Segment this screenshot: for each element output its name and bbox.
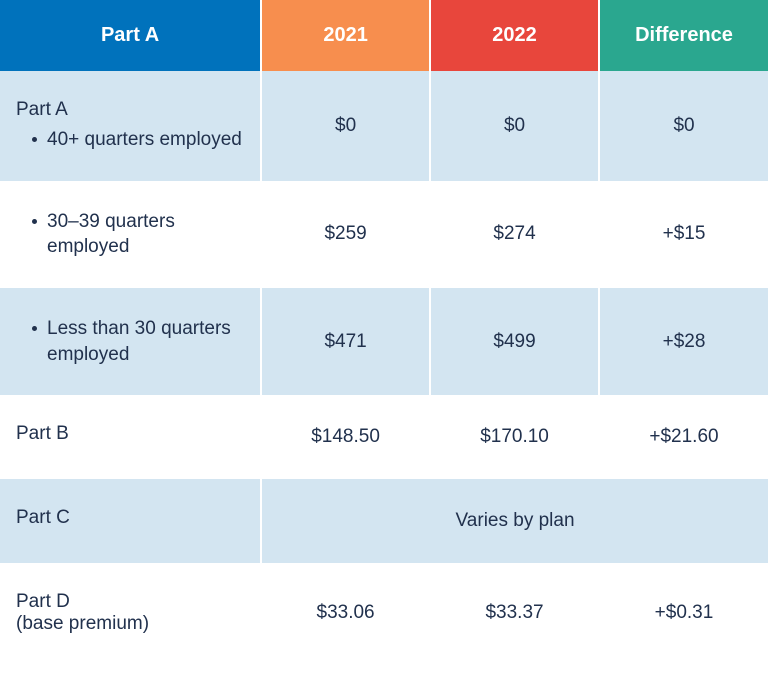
row-label-heading: Part B bbox=[16, 423, 250, 445]
cell-diff: +$15 bbox=[599, 181, 768, 288]
header-diff: Difference bbox=[599, 0, 768, 71]
row-label: Part C bbox=[0, 479, 261, 563]
table-row: Part D (base premium) $33.06 $33.37 +$0.… bbox=[0, 563, 768, 663]
cell-2022: $274 bbox=[430, 181, 599, 288]
header-part-a: Part A bbox=[0, 0, 261, 71]
row-label: Part B bbox=[0, 395, 261, 479]
pricing-comparison-table: Part A 2021 2022 Difference Part A 40+ q… bbox=[0, 0, 768, 663]
table-row: 30–39 quarters employed $259 $274 +$15 bbox=[0, 181, 768, 288]
cell-diff: +$21.60 bbox=[599, 395, 768, 479]
bullet-icon bbox=[32, 326, 37, 331]
header-2021: 2021 bbox=[261, 0, 430, 71]
cell-diff: +$28 bbox=[599, 288, 768, 395]
cell-2021: $0 bbox=[261, 71, 430, 181]
cell-2022: $499 bbox=[430, 288, 599, 395]
table-row: Part C Varies by plan bbox=[0, 479, 768, 563]
cell-2021: $33.06 bbox=[261, 563, 430, 663]
header-2022: 2022 bbox=[430, 0, 599, 71]
row-label-bullet: Less than 30 quarters employed bbox=[16, 316, 250, 367]
row-label-bullet-text: 40+ quarters employed bbox=[47, 127, 242, 153]
cell-2021: $471 bbox=[261, 288, 430, 395]
row-label-heading: Part C bbox=[16, 507, 250, 529]
cell-2021: $259 bbox=[261, 181, 430, 288]
cell-diff: +$0.31 bbox=[599, 563, 768, 663]
row-label-heading: Part A bbox=[16, 99, 250, 121]
row-label-heading: Part D bbox=[16, 591, 70, 612]
table-row: Less than 30 quarters employed $471 $499… bbox=[0, 288, 768, 395]
cell-diff: $0 bbox=[599, 71, 768, 181]
row-label-bullet-text: Less than 30 quarters employed bbox=[47, 316, 250, 367]
row-label: 30–39 quarters employed bbox=[0, 181, 261, 288]
row-label: Part A 40+ quarters employed bbox=[0, 71, 261, 181]
bullet-icon bbox=[32, 137, 37, 142]
cell-2022: $0 bbox=[430, 71, 599, 181]
bullet-icon bbox=[32, 219, 37, 224]
row-label-sub: (base premium) bbox=[16, 613, 149, 634]
row-label-bullet-text: 30–39 quarters employed bbox=[47, 209, 250, 260]
cell-merged: Varies by plan bbox=[261, 479, 768, 563]
table-row: Part A 40+ quarters employed $0 $0 $0 bbox=[0, 71, 768, 181]
row-label: Part D (base premium) bbox=[0, 563, 261, 663]
table-row: Part B $148.50 $170.10 +$21.60 bbox=[0, 395, 768, 479]
row-label-bullet: 40+ quarters employed bbox=[16, 127, 250, 153]
table-header-row: Part A 2021 2022 Difference bbox=[0, 0, 768, 71]
cell-2022: $170.10 bbox=[430, 395, 599, 479]
row-label-bullet: 30–39 quarters employed bbox=[16, 209, 250, 260]
row-label: Less than 30 quarters employed bbox=[0, 288, 261, 395]
cell-2022: $33.37 bbox=[430, 563, 599, 663]
cell-2021: $148.50 bbox=[261, 395, 430, 479]
